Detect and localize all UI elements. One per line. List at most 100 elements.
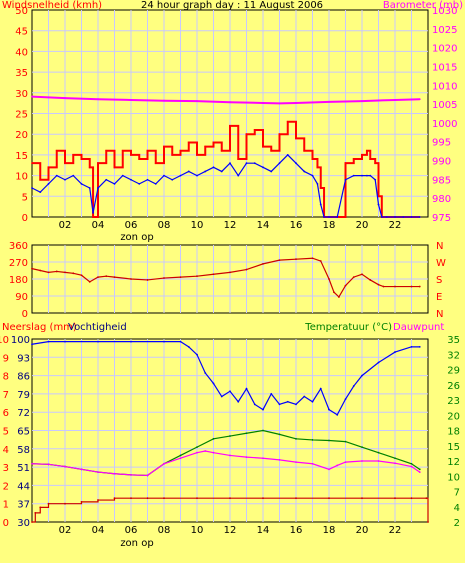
direction-point-19	[262, 262, 264, 265]
rain-point-15	[328, 497, 330, 500]
ht-x-tick-12: 12	[224, 525, 237, 536]
direction-point-30	[369, 279, 372, 281]
wind-y-tick-25: 25	[15, 110, 28, 121]
direction-point-17	[229, 271, 231, 274]
temperature-y-tick-12: 12	[447, 457, 460, 468]
direction-point-9	[105, 275, 108, 278]
barometer-point-5	[196, 100, 198, 102]
humidity-point-21	[303, 395, 306, 398]
wind-average-point-53	[418, 216, 421, 218]
wind-average-point-23	[212, 166, 215, 169]
wind-average-point-40	[336, 216, 339, 218]
barometer-point-10	[328, 100, 330, 103]
temperature-point-12	[229, 435, 231, 437]
wind-average-point-46	[374, 178, 377, 181]
humidity-point-10	[212, 382, 215, 385]
barometer-point-4	[163, 99, 165, 102]
wind-y-tick-45: 45	[15, 27, 28, 38]
dewpoint-point-1	[47, 463, 50, 466]
temperature-point-11	[212, 437, 215, 440]
rain-point-4	[64, 502, 66, 505]
dewpoint-point-5	[113, 472, 116, 475]
direction-point-27	[344, 284, 347, 287]
compass-tick-3: E	[436, 292, 442, 303]
barometer-point-12	[394, 99, 396, 101]
rain-point-8	[130, 497, 132, 500]
barometer-point-13	[418, 98, 421, 101]
direction-point-29	[361, 273, 363, 276]
dewpoint-point-26	[418, 471, 421, 473]
humidity-y-tick-79: 79	[17, 390, 30, 401]
direction-y-tick-0: 0	[22, 309, 28, 320]
temperature-y-tick-23: 23	[447, 396, 460, 407]
humidity-point-29	[377, 361, 380, 364]
barometer-point-2	[97, 98, 99, 101]
wind-average-point-17	[163, 174, 165, 177]
temperature-y-tick-7: 7	[454, 488, 460, 499]
dewpoint-point-22	[361, 460, 363, 462]
humidity-y-tick-44: 44	[17, 481, 30, 492]
wind-average-point-24	[220, 170, 223, 173]
temperature-point-15	[278, 433, 281, 436]
humidity-y-tick-51: 51	[17, 463, 30, 474]
wind-x-tick-18: 18	[323, 220, 336, 231]
barometer-y-tick-995: 995	[432, 138, 451, 149]
humidity-y-tick-93: 93	[17, 353, 30, 364]
ht-x-tick-10: 10	[191, 525, 204, 536]
ht-sunrise-label: zon op	[120, 538, 153, 549]
temperature-y-tick-18: 18	[447, 427, 460, 438]
dewpoint-point-12	[212, 451, 215, 454]
humidity-point-4	[130, 340, 132, 343]
dewpoint-point-18	[311, 462, 314, 465]
humidity-point-22	[311, 400, 314, 403]
wind-average-point-20	[187, 170, 190, 173]
dewpoint-point-8	[163, 462, 165, 465]
wind-x-tick-06: 06	[125, 220, 138, 231]
temperature-y-tick-26: 26	[447, 381, 460, 392]
direction-point-10	[113, 276, 116, 279]
wind-gust-point-0	[31, 162, 33, 165]
direction-point-2	[47, 271, 50, 274]
dewpoint-point-13	[229, 454, 231, 457]
dewpoint-point-7	[146, 474, 149, 477]
wind-gust-point-36	[316, 166, 319, 169]
wind-average-point-34	[303, 170, 306, 173]
humidity-point-6	[179, 340, 182, 343]
wind-x-tick-20: 20	[356, 220, 369, 231]
direction-point-12	[146, 279, 149, 281]
wind-average-point-21	[196, 174, 198, 177]
wind-x-tick-04: 04	[92, 220, 105, 231]
humidity-point-20	[295, 403, 297, 406]
wind-gust-point-35	[311, 158, 314, 160]
wind-gust-point-23	[212, 141, 215, 144]
rain-y-tick-9: 9	[3, 353, 9, 364]
wind-gust-point-18	[171, 154, 174, 156]
direction-point-3	[55, 270, 58, 273]
wind-average-point-38	[323, 216, 325, 218]
barometer-y-tick-1025: 1025	[432, 25, 457, 36]
rain-point-17	[394, 497, 396, 500]
direction-point-13	[163, 277, 165, 279]
dewpoint-point-10	[196, 451, 198, 454]
wind-average-point-12	[121, 174, 124, 177]
humidity-point-3	[97, 340, 99, 343]
wind-average-point-42	[352, 174, 355, 177]
barometer-point-7	[262, 102, 264, 104]
wind-gust-point-9	[97, 162, 99, 165]
humidity-y-tick-86: 86	[17, 372, 30, 383]
humidity-point-28	[361, 374, 363, 377]
direction-point-32	[382, 285, 385, 288]
direction-point-1	[39, 269, 42, 272]
wind-gust-point-6	[80, 158, 83, 160]
wind-gust-line	[32, 120, 420, 218]
direction-point-20	[278, 259, 281, 262]
temperature-point-20	[361, 446, 363, 449]
rain-point-7	[113, 497, 116, 500]
wind-x-tick-02: 02	[59, 220, 72, 231]
wind-average-point-5	[72, 174, 75, 177]
wind-average-point-11	[113, 182, 116, 185]
wind-gust-point-46	[374, 162, 377, 165]
wind-average-point-50	[394, 216, 396, 218]
direction-point-26	[338, 296, 340, 298]
rain-point-6	[97, 499, 99, 501]
